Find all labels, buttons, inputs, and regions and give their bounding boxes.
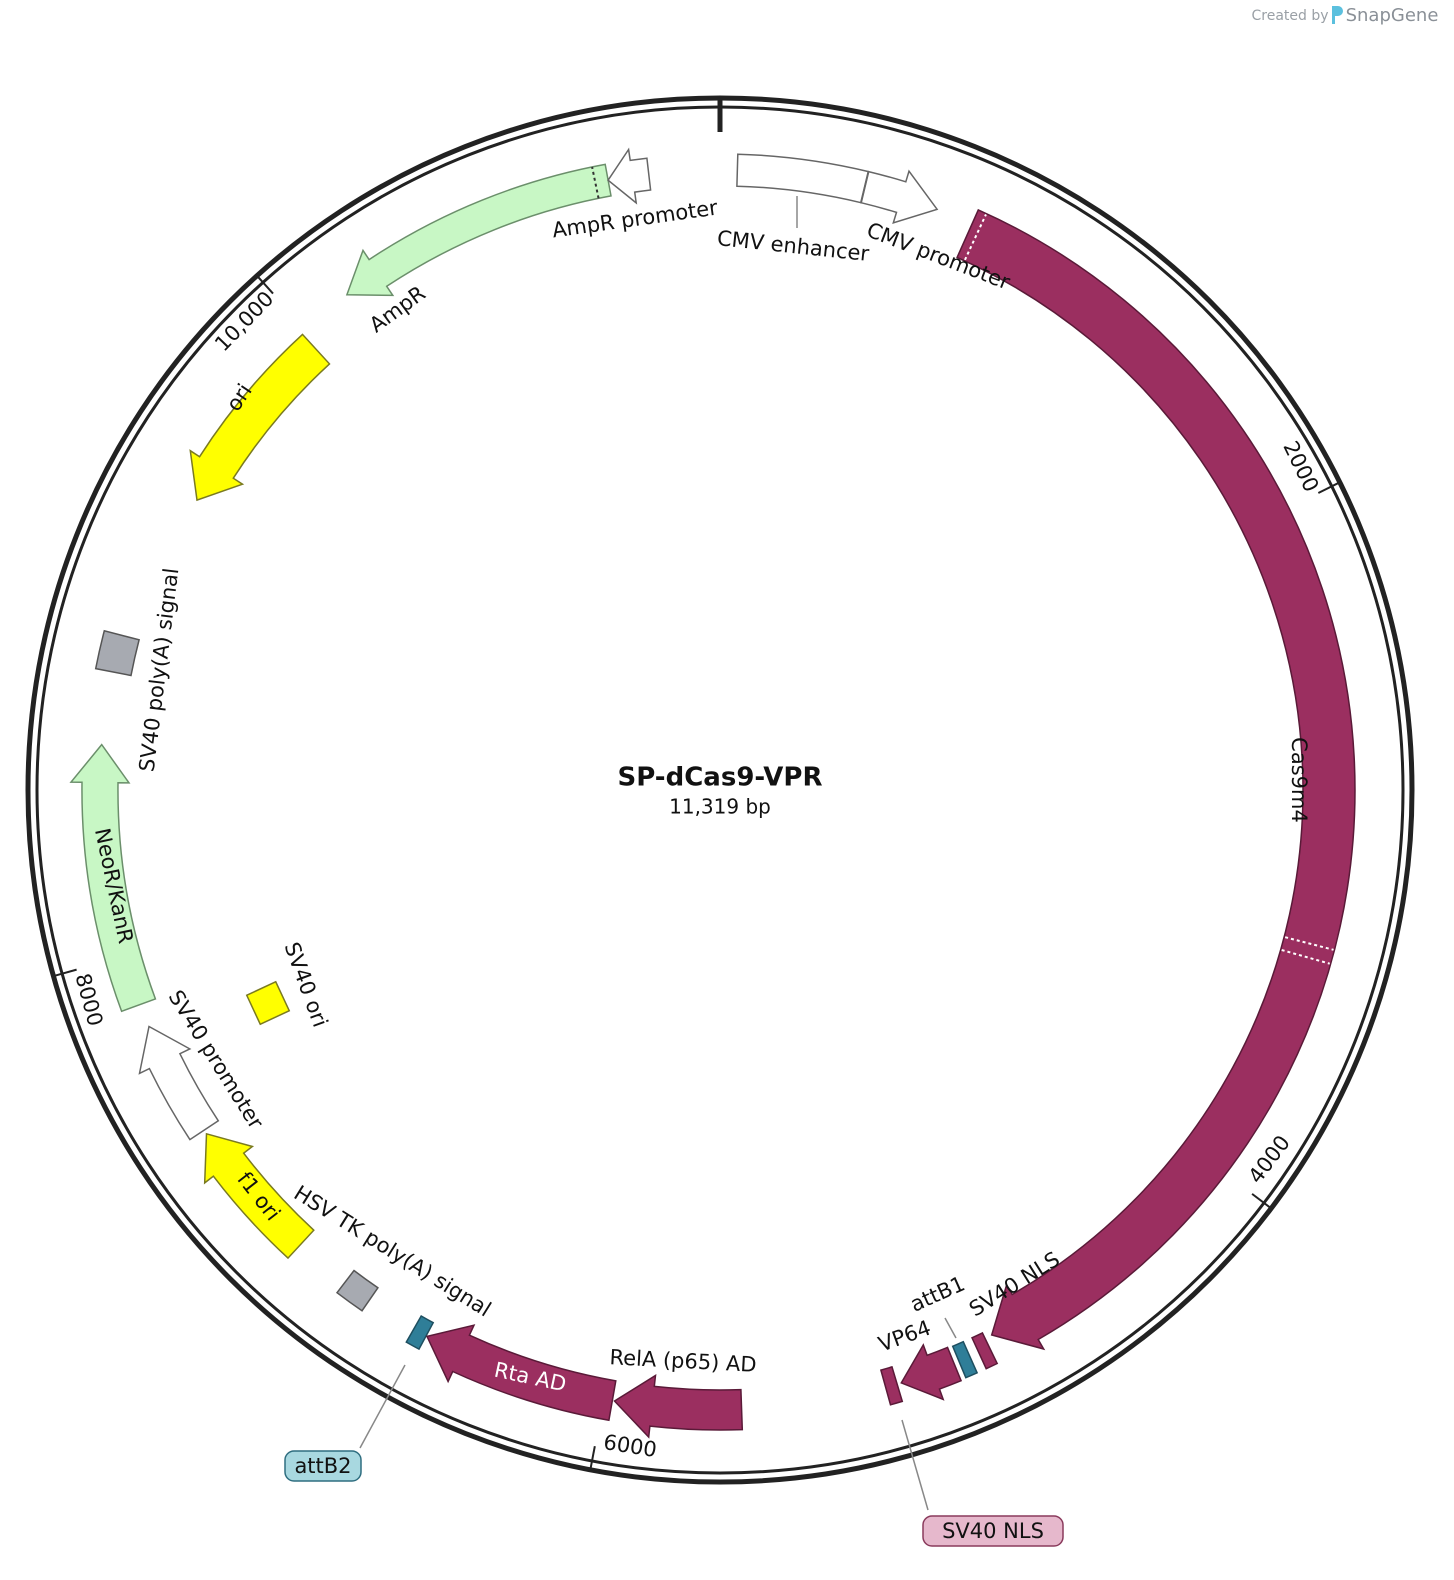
feature-divider <box>1251 1193 1271 1208</box>
leader-line <box>944 1317 957 1339</box>
tick-label: 6000 <box>602 1430 659 1462</box>
plasmid-length: 11,319 bp <box>669 795 771 819</box>
feature-label: attB1 <box>907 1272 969 1317</box>
feature-label: SV40 poly(A) signal <box>135 567 184 773</box>
feature-shape <box>736 153 870 204</box>
feature-shape <box>956 208 1356 1351</box>
feature-shape <box>405 1314 435 1351</box>
feature-shape <box>425 1324 617 1422</box>
sv40-ori-shape <box>245 980 291 1026</box>
callout-box <box>284 1450 362 1482</box>
leader-line <box>359 1364 406 1449</box>
feature-divider <box>964 214 987 261</box>
callout-label: SV40 NLS <box>942 1519 1044 1543</box>
feature-shape <box>900 1343 963 1401</box>
feature-shape <box>345 163 612 297</box>
feature-shape <box>69 743 157 1013</box>
credit-brand: SnapGene <box>1346 5 1439 26</box>
feature-shape <box>951 1340 979 1379</box>
feature-divider <box>589 1445 596 1468</box>
feature-label: CMV enhancer <box>716 226 871 266</box>
tick-label: 2000 <box>1278 437 1323 496</box>
tick-label: 4000 <box>1244 1131 1295 1188</box>
feature-divider <box>55 968 77 977</box>
feature-label: SV40 ori <box>280 939 333 1030</box>
feature-shape <box>879 1365 904 1406</box>
callout-label: attB2 <box>294 1454 351 1478</box>
feature-shape <box>860 169 939 225</box>
snapgene-logo <box>1332 6 1343 24</box>
leader-line <box>901 1419 929 1511</box>
feature-shape <box>94 629 141 677</box>
feature-shape <box>607 147 652 205</box>
feature-label: HSV TK poly(A) signal <box>290 1181 496 1322</box>
feature-divider <box>1317 482 1339 494</box>
feature-divider <box>1281 949 1331 965</box>
feature-divider <box>591 166 600 199</box>
feature-shape <box>189 333 331 502</box>
feature-label: RelA (p65) AD <box>609 1345 757 1377</box>
plasmid-name: SP-dCas9-VPR <box>617 763 822 793</box>
feature-divider <box>257 276 274 295</box>
callout-box <box>922 1515 1064 1547</box>
feature-shape <box>335 1269 379 1312</box>
feature-divider <box>1284 936 1334 951</box>
feature-label: Cas9m4 <box>1287 737 1311 823</box>
credit-prefix: Created by <box>1251 8 1328 24</box>
feature-shape <box>613 1374 744 1439</box>
feature-shape <box>138 1025 220 1141</box>
feature-divider <box>860 171 870 203</box>
feature-shape <box>971 1331 999 1370</box>
tick-label: 10,000 <box>210 287 278 357</box>
feature-shape <box>203 1132 315 1260</box>
